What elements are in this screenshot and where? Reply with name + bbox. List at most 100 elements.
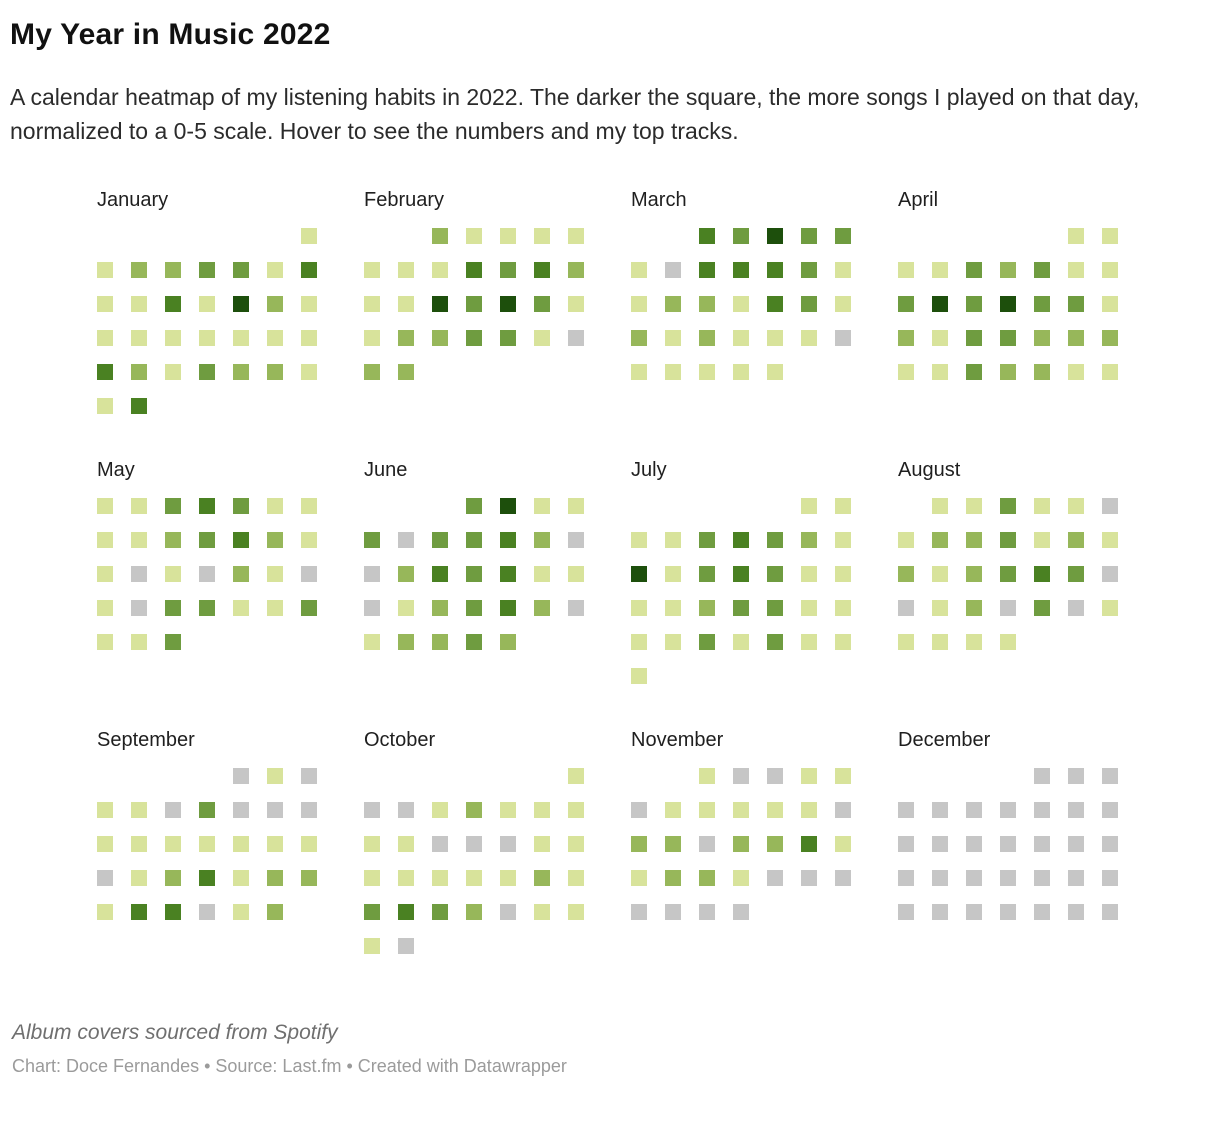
day-cell-september-8[interactable]	[233, 801, 249, 818]
day-cell-june-7[interactable]	[432, 531, 448, 548]
day-cell-january-11[interactable]	[165, 295, 181, 312]
day-cell-january-8[interactable]	[301, 261, 317, 278]
day-cell-november-1[interactable]	[699, 767, 715, 784]
day-cell-july-24[interactable]	[631, 633, 647, 650]
day-cell-december-8[interactable]	[1034, 801, 1050, 818]
day-cell-october-9[interactable]	[364, 835, 380, 852]
day-cell-october-21[interactable]	[534, 869, 550, 886]
day-cell-october-12[interactable]	[466, 835, 482, 852]
day-cell-october-27[interactable]	[500, 903, 516, 920]
day-cell-august-12[interactable]	[1068, 531, 1084, 548]
day-cell-september-6[interactable]	[165, 801, 181, 818]
day-cell-april-19[interactable]	[966, 329, 982, 346]
day-cell-march-17[interactable]	[767, 295, 783, 312]
day-cell-february-14[interactable]	[398, 295, 414, 312]
day-cell-april-8[interactable]	[1068, 261, 1084, 278]
day-cell-may-25[interactable]	[199, 599, 215, 616]
day-cell-january-30[interactable]	[97, 397, 113, 414]
day-cell-may-21[interactable]	[301, 565, 317, 582]
day-cell-november-19[interactable]	[835, 835, 851, 852]
day-cell-march-28[interactable]	[665, 363, 681, 380]
day-cell-december-21[interactable]	[1000, 869, 1016, 886]
day-cell-january-23[interactable]	[97, 363, 113, 380]
day-cell-april-23[interactable]	[1102, 329, 1118, 346]
day-cell-october-17[interactable]	[398, 869, 414, 886]
day-cell-october-20[interactable]	[500, 869, 516, 886]
day-cell-july-26[interactable]	[699, 633, 715, 650]
day-cell-august-15[interactable]	[932, 565, 948, 582]
day-cell-june-22[interactable]	[466, 599, 482, 616]
day-cell-september-12[interactable]	[131, 835, 147, 852]
day-cell-march-25[interactable]	[801, 329, 817, 346]
day-cell-may-28[interactable]	[301, 599, 317, 616]
day-cell-september-26[interactable]	[131, 903, 147, 920]
day-cell-june-9[interactable]	[500, 531, 516, 548]
day-cell-march-9[interactable]	[733, 261, 749, 278]
day-cell-february-2[interactable]	[466, 227, 482, 244]
day-cell-april-1[interactable]	[1068, 227, 1084, 244]
day-cell-december-19[interactable]	[932, 869, 948, 886]
day-cell-may-22[interactable]	[97, 599, 113, 616]
day-cell-march-18[interactable]	[801, 295, 817, 312]
day-cell-october-15[interactable]	[568, 835, 584, 852]
day-cell-november-11[interactable]	[801, 801, 817, 818]
day-cell-february-9[interactable]	[466, 261, 482, 278]
day-cell-january-24[interactable]	[131, 363, 147, 380]
day-cell-august-14[interactable]	[898, 565, 914, 582]
day-cell-april-30[interactable]	[1102, 363, 1118, 380]
day-cell-march-7[interactable]	[665, 261, 681, 278]
day-cell-march-14[interactable]	[665, 295, 681, 312]
day-cell-january-13[interactable]	[233, 295, 249, 312]
day-cell-december-13[interactable]	[966, 835, 982, 852]
day-cell-november-5[interactable]	[835, 767, 851, 784]
day-cell-may-9[interactable]	[131, 531, 147, 548]
day-cell-september-11[interactable]	[97, 835, 113, 852]
day-cell-may-26[interactable]	[233, 599, 249, 616]
day-cell-january-10[interactable]	[131, 295, 147, 312]
day-cell-march-20[interactable]	[631, 329, 647, 346]
day-cell-march-5[interactable]	[835, 227, 851, 244]
day-cell-september-22[interactable]	[233, 869, 249, 886]
day-cell-february-6[interactable]	[364, 261, 380, 278]
day-cell-december-3[interactable]	[1102, 767, 1118, 784]
day-cell-december-28[interactable]	[1000, 903, 1016, 920]
day-cell-december-25[interactable]	[898, 903, 914, 920]
day-cell-july-13[interactable]	[733, 565, 749, 582]
day-cell-june-4[interactable]	[568, 497, 584, 514]
day-cell-november-18[interactable]	[801, 835, 817, 852]
day-cell-april-29[interactable]	[1068, 363, 1084, 380]
day-cell-august-11[interactable]	[1034, 531, 1050, 548]
day-cell-july-14[interactable]	[767, 565, 783, 582]
day-cell-october-31[interactable]	[398, 937, 414, 954]
day-cell-april-6[interactable]	[1000, 261, 1016, 278]
day-cell-june-2[interactable]	[500, 497, 516, 514]
day-cell-november-10[interactable]	[767, 801, 783, 818]
day-cell-november-7[interactable]	[665, 801, 681, 818]
day-cell-january-18[interactable]	[165, 329, 181, 346]
day-cell-october-2[interactable]	[364, 801, 380, 818]
day-cell-october-10[interactable]	[398, 835, 414, 852]
day-cell-june-19[interactable]	[364, 599, 380, 616]
day-cell-august-22[interactable]	[932, 599, 948, 616]
day-cell-december-26[interactable]	[932, 903, 948, 920]
day-cell-february-4[interactable]	[534, 227, 550, 244]
day-cell-march-2[interactable]	[733, 227, 749, 244]
day-cell-december-29[interactable]	[1034, 903, 1050, 920]
day-cell-march-3[interactable]	[767, 227, 783, 244]
day-cell-july-21[interactable]	[767, 599, 783, 616]
day-cell-may-19[interactable]	[233, 565, 249, 582]
day-cell-june-13[interactable]	[398, 565, 414, 582]
day-cell-august-26[interactable]	[1068, 599, 1084, 616]
day-cell-november-9[interactable]	[733, 801, 749, 818]
day-cell-july-19[interactable]	[699, 599, 715, 616]
day-cell-june-11[interactable]	[568, 531, 584, 548]
day-cell-april-26[interactable]	[966, 363, 982, 380]
day-cell-march-12[interactable]	[835, 261, 851, 278]
day-cell-april-2[interactable]	[1102, 227, 1118, 244]
day-cell-april-24[interactable]	[898, 363, 914, 380]
day-cell-march-15[interactable]	[699, 295, 715, 312]
day-cell-july-7[interactable]	[767, 531, 783, 548]
day-cell-july-5[interactable]	[699, 531, 715, 548]
day-cell-october-3[interactable]	[398, 801, 414, 818]
day-cell-august-4[interactable]	[1034, 497, 1050, 514]
